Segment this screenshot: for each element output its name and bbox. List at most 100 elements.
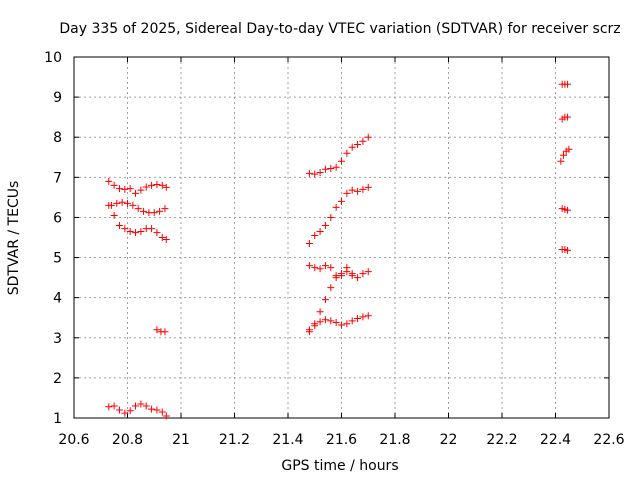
data-point (113, 199, 121, 207)
data-point (110, 211, 118, 219)
data-point (327, 264, 335, 272)
chart-title: Day 335 of 2025, Sidereal Day-to-day VTE… (59, 21, 620, 37)
data-point (321, 221, 329, 229)
data-point (142, 183, 150, 191)
series-arc-c3 (557, 145, 573, 165)
y-tick-label: 10 (44, 50, 62, 66)
data-point (321, 316, 329, 324)
data-point (316, 227, 324, 235)
x-tick-label: 22.4 (540, 432, 571, 448)
x-tick-label: 21.6 (326, 432, 357, 448)
data-point (305, 262, 313, 270)
data-point (560, 151, 568, 159)
series-arc-a2 (107, 198, 169, 217)
x-axis-label: GPS time / hours (281, 458, 398, 474)
data-point (338, 157, 345, 165)
y-tick-label: 9 (53, 90, 62, 106)
x-tick-label: 20.8 (112, 432, 143, 448)
data-point (327, 213, 335, 221)
data-point (343, 320, 351, 328)
data-point (316, 308, 324, 316)
data-point (364, 183, 372, 191)
data-point (105, 403, 113, 411)
x-tick-label: 22.2 (486, 432, 517, 448)
data-point (348, 317, 356, 325)
y-tick-label: 5 (53, 251, 62, 267)
data-point (354, 315, 362, 323)
data-point (359, 270, 367, 278)
data-point (354, 187, 362, 195)
x-tick-label: 22.6 (593, 432, 624, 448)
x-axis: 20.6 20.8 21 21.2 21.4 21.6 21.8 22 22.2 22.4 22.6 (58, 57, 625, 448)
series-arc-c2 (558, 113, 572, 123)
series-arc-b3 (305, 262, 372, 282)
data-point (311, 322, 319, 330)
y-tick-label: 6 (53, 210, 62, 226)
data-point (162, 412, 170, 420)
data-point (105, 201, 113, 209)
data-point (118, 198, 126, 206)
grid (74, 57, 609, 418)
series-arc-a4 (153, 326, 169, 336)
data-point (121, 185, 129, 193)
data-point (316, 318, 324, 326)
data-point (327, 317, 335, 325)
data-point (148, 225, 156, 233)
series-arc-a1 (105, 177, 170, 197)
data-point (132, 189, 140, 197)
data-point (354, 140, 362, 148)
data-point (364, 312, 372, 320)
data-point (338, 321, 345, 329)
data-point (311, 264, 319, 272)
data-point (115, 221, 123, 229)
data-point (332, 319, 340, 327)
data-point (332, 163, 340, 171)
series-arc-c4 (558, 205, 572, 214)
data-point (126, 185, 134, 193)
data-point (359, 137, 367, 145)
data-point (332, 203, 340, 211)
series-arc-b5 (305, 312, 372, 334)
data-point (338, 197, 345, 205)
data-point (162, 236, 170, 244)
data-point (338, 270, 345, 278)
data-point (134, 205, 142, 213)
data-point (305, 326, 313, 334)
data-point (142, 402, 150, 410)
data-point (564, 206, 572, 214)
data-point (153, 326, 161, 334)
data-point (327, 165, 335, 173)
data-point (153, 181, 161, 189)
data-point (565, 145, 573, 153)
x-tick-label: 21.4 (272, 432, 303, 448)
series-arc-a5 (105, 400, 170, 420)
data-point (115, 185, 123, 193)
data-point (115, 406, 123, 414)
series-arc-b1 (305, 133, 372, 178)
data-point (158, 181, 166, 189)
data-point (153, 229, 161, 237)
data-point (110, 402, 118, 410)
data-point (348, 143, 356, 151)
data-point (316, 169, 324, 177)
data-point (132, 229, 140, 237)
data-points (105, 80, 573, 420)
data-point (343, 149, 351, 157)
data-point (343, 268, 351, 276)
data-point (137, 227, 145, 235)
data-point (156, 207, 164, 215)
y-tick-label: 1 (53, 411, 62, 427)
data-point (158, 234, 166, 241)
data-point (137, 186, 145, 194)
series-arc-a3 (105, 201, 170, 244)
data-point (348, 270, 356, 278)
x-tick-label: 20.6 (58, 432, 89, 448)
data-point (137, 400, 145, 408)
series-arc-b4 (305, 268, 356, 336)
data-point (105, 177, 113, 185)
data-point (359, 185, 367, 193)
data-point (158, 408, 166, 416)
y-tick-label: 4 (53, 291, 62, 307)
data-point (311, 231, 319, 239)
